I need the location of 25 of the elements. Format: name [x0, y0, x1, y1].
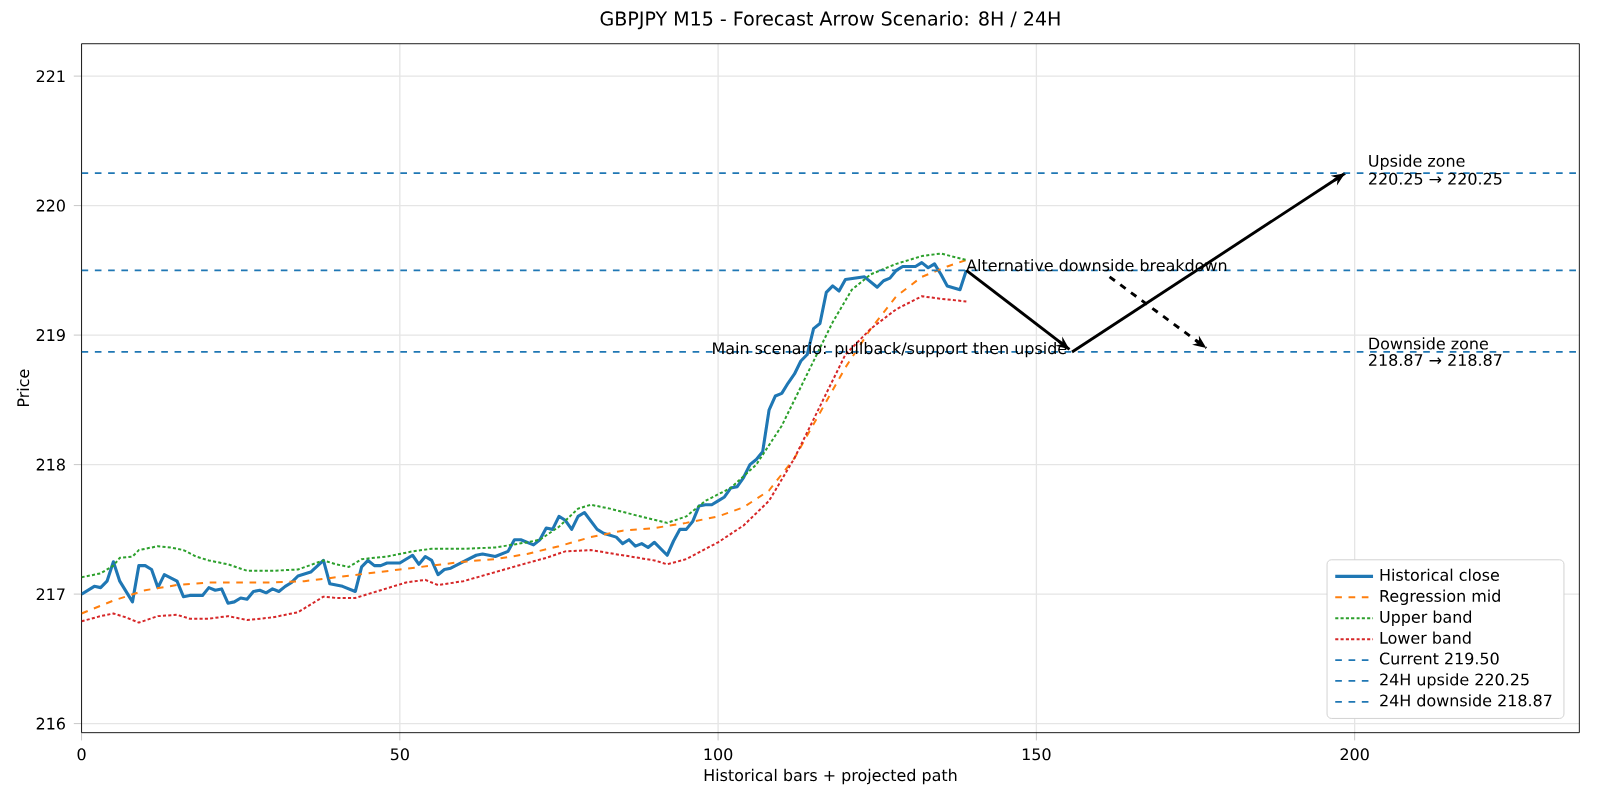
y-tick-label: 220 — [36, 199, 65, 212]
y-tick-label: 219 — [36, 329, 65, 342]
y-tick-label: 218 — [36, 458, 65, 471]
chart-title: GBPJPY M15 - Forecast Arrow Scenario: 8H / 24H — [600, 11, 1060, 30]
annotation: Downside zone — [1369, 337, 1488, 350]
x-tick-label: 100 — [704, 748, 733, 761]
legend-label: Current 219.50 — [1379, 652, 1499, 665]
legend-label: 24H upside 220.25 — [1380, 673, 1529, 689]
legend-label: Regression mid — [1380, 589, 1500, 606]
x-tick-label: 200 — [1340, 748, 1369, 761]
y-axis-title: Price — [16, 369, 30, 407]
legend-label: Lower band — [1380, 631, 1471, 644]
x-tick-label: 150 — [1022, 748, 1051, 761]
y-tick-label: 221 — [36, 70, 65, 83]
x-tick-label: 0 — [77, 748, 86, 761]
annotation: 218.87 → 218.87 — [1369, 353, 1502, 366]
annotation: Upside zone — [1369, 154, 1465, 170]
x-axis-title: Historical bars + projected path — [704, 768, 957, 785]
legend-label: Historical close — [1380, 568, 1499, 581]
y-tick-label: 216 — [36, 717, 65, 730]
x-tick-label: 50 — [390, 748, 409, 761]
legend-label: 24H downside 218.87 — [1380, 694, 1552, 707]
annotation: 220.25 → 220.25 — [1369, 172, 1502, 185]
y-tick-label: 217 — [36, 588, 65, 601]
legend-label: Upper band — [1380, 610, 1472, 626]
